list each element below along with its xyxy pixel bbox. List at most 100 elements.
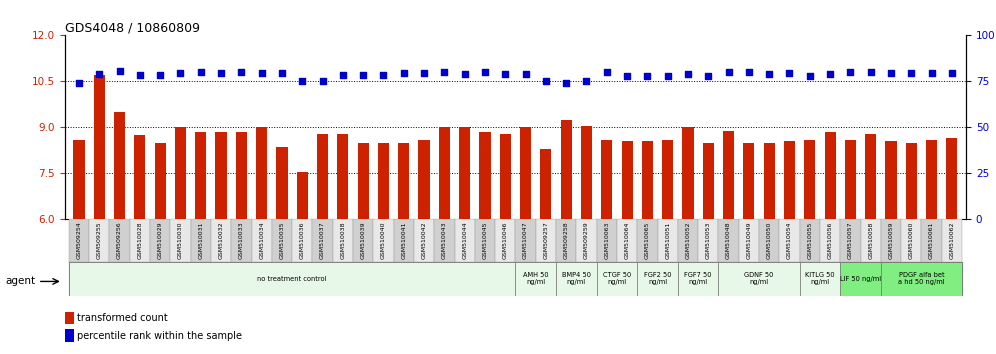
Text: GSM510049: GSM510049 <box>746 222 751 259</box>
Point <box>518 71 534 77</box>
Bar <box>74 140 85 219</box>
Point <box>335 72 351 78</box>
Point <box>152 72 168 78</box>
Bar <box>637 262 678 296</box>
Point <box>356 72 372 78</box>
Bar <box>784 141 795 219</box>
Bar <box>500 133 511 219</box>
Point <box>172 70 188 76</box>
Bar <box>317 133 328 219</box>
Text: GSM510051: GSM510051 <box>665 222 670 259</box>
Point <box>822 71 838 76</box>
Bar <box>820 219 841 262</box>
Bar <box>418 140 429 219</box>
Bar <box>313 219 333 262</box>
Bar <box>276 147 288 219</box>
Bar <box>520 127 531 219</box>
Bar <box>602 140 613 219</box>
Text: GSM510052: GSM510052 <box>685 222 690 259</box>
Bar <box>723 131 734 219</box>
Text: GSM510061: GSM510061 <box>929 222 934 259</box>
Bar <box>841 219 861 262</box>
Text: GSM510034: GSM510034 <box>259 222 264 259</box>
Bar <box>682 127 693 219</box>
Bar <box>825 132 836 219</box>
Point <box>213 70 229 76</box>
Bar <box>845 140 856 219</box>
Bar <box>175 127 186 219</box>
Bar <box>134 135 145 219</box>
Point <box>863 69 878 75</box>
Text: GSM510054: GSM510054 <box>787 222 792 259</box>
Bar <box>195 132 206 219</box>
Text: BMP4 50
ng/ml: BMP4 50 ng/ml <box>562 272 591 285</box>
Text: GDNF 50
ng/ml: GDNF 50 ng/ml <box>744 272 774 285</box>
Text: FGF2 50
ng/ml: FGF2 50 ng/ml <box>643 272 671 285</box>
Text: GSM510030: GSM510030 <box>178 222 183 259</box>
Text: GSM510036: GSM510036 <box>300 222 305 259</box>
Text: agent: agent <box>5 276 35 286</box>
Bar <box>150 219 170 262</box>
Point <box>436 69 452 74</box>
Bar <box>703 143 714 219</box>
Bar <box>880 219 901 262</box>
Bar <box>739 219 759 262</box>
Bar <box>804 140 816 219</box>
Bar <box>475 219 495 262</box>
Text: CTGF 50
ng/ml: CTGF 50 ng/ml <box>603 272 631 285</box>
Bar <box>759 219 779 262</box>
Bar <box>393 219 414 262</box>
Text: GSM510028: GSM510028 <box>137 222 142 259</box>
Bar <box>353 219 374 262</box>
Bar <box>434 219 454 262</box>
Point <box>843 69 859 75</box>
Text: GSM510031: GSM510031 <box>198 222 203 259</box>
Text: GSM510050: GSM510050 <box>767 222 772 259</box>
Bar <box>459 127 470 219</box>
Bar <box>866 133 876 219</box>
Bar <box>861 219 880 262</box>
Bar <box>800 219 820 262</box>
Text: GSM510045: GSM510045 <box>482 222 487 259</box>
Text: transformed count: transformed count <box>78 313 168 323</box>
Bar <box>540 149 552 219</box>
Text: GSM510044: GSM510044 <box>462 222 467 259</box>
Point <box>416 70 432 76</box>
Bar <box>170 219 190 262</box>
Bar <box>479 132 491 219</box>
Bar <box>495 219 515 262</box>
Bar <box>69 262 515 296</box>
Text: GSM510038: GSM510038 <box>341 222 346 259</box>
Point <box>741 69 757 75</box>
Text: GSM510035: GSM510035 <box>280 222 285 259</box>
Bar <box>617 219 637 262</box>
Text: GSM510037: GSM510037 <box>320 222 325 259</box>
Bar <box>641 141 653 219</box>
Text: GSM510046: GSM510046 <box>503 222 508 259</box>
Point <box>112 68 127 74</box>
Point <box>558 80 574 86</box>
Bar <box>129 219 150 262</box>
Text: GSM510055: GSM510055 <box>808 222 813 259</box>
Bar <box>905 143 917 219</box>
Bar <box>946 138 957 219</box>
Text: no treatment control: no treatment control <box>257 276 327 282</box>
Text: AMH 50
ng/ml: AMH 50 ng/ml <box>523 272 549 285</box>
Text: GSM510039: GSM510039 <box>361 222 366 259</box>
Bar <box>374 219 393 262</box>
Bar <box>454 219 475 262</box>
Text: GSM510040: GSM510040 <box>381 222 386 259</box>
Point <box>659 73 675 79</box>
Bar <box>252 219 272 262</box>
Text: GSM509256: GSM509256 <box>118 222 123 259</box>
Text: GSM510042: GSM510042 <box>421 222 426 259</box>
Bar <box>338 133 349 219</box>
Bar <box>94 75 105 219</box>
Bar <box>65 312 74 324</box>
Text: GSM510029: GSM510029 <box>157 222 162 259</box>
Bar <box>800 262 841 296</box>
Point <box>620 73 635 79</box>
Bar <box>377 143 389 219</box>
Bar <box>764 143 775 219</box>
Point <box>193 69 209 75</box>
